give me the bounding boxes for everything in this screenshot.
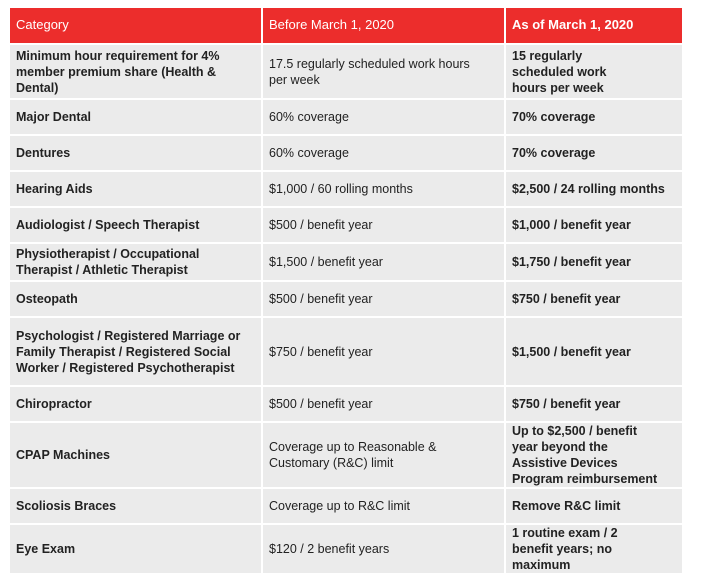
category-cell: Physiotherapist / Occupational Therapist… <box>10 244 263 282</box>
header-category: Category <box>10 8 263 45</box>
after-cell: $1,750 / benefit year <box>506 244 682 282</box>
table-row: Physiotherapist / Occupational Therapist… <box>10 244 682 282</box>
before-cell: $120 / 2 benefit years <box>263 525 506 575</box>
before-cell: $500 / benefit year <box>263 208 506 244</box>
category-cell: Psychologist / Registered Marriage or Fa… <box>10 318 263 387</box>
category-cell: Hearing Aids <box>10 172 263 208</box>
category-cell: Dentures <box>10 136 263 172</box>
after-cell: 70% coverage <box>506 100 682 136</box>
table-row: Audiologist / Speech Therapist $500 / be… <box>10 208 682 244</box>
after-cell: 15 regularly scheduled work hours per we… <box>506 45 682 100</box>
before-cell: $500 / benefit year <box>263 282 506 318</box>
category-cell: CPAP Machines <box>10 423 263 489</box>
table-row: Scoliosis Braces Coverage up to R&C limi… <box>10 489 682 525</box>
category-cell: Chiropractor <box>10 387 263 423</box>
table-header-row: Category Before March 1, 2020 As of Marc… <box>10 8 682 45</box>
after-cell: $750 / benefit year <box>506 387 682 423</box>
after-cell: $1,500 / benefit year <box>506 318 682 387</box>
header-before: Before March 1, 2020 <box>263 8 506 45</box>
after-cell: $750 / benefit year <box>506 282 682 318</box>
after-cell: 1 routine exam / 2 benefit years; no max… <box>506 525 682 575</box>
table-row: Hearing Aids $1,000 / 60 rolling months … <box>10 172 682 208</box>
before-cell: Coverage up to R&C limit <box>263 489 506 525</box>
after-cell: Up to $2,500 / benefit year beyond the A… <box>506 423 682 489</box>
before-cell: $750 / benefit year <box>263 318 506 387</box>
before-cell: 60% coverage <box>263 136 506 172</box>
before-cell: $500 / benefit year <box>263 387 506 423</box>
table-row: Psychologist / Registered Marriage or Fa… <box>10 318 682 387</box>
after-cell: $1,000 / benefit year <box>506 208 682 244</box>
before-cell: $1,500 / benefit year <box>263 244 506 282</box>
before-cell: Coverage up to Reasonable & Customary (R… <box>263 423 506 489</box>
category-cell: Scoliosis Braces <box>10 489 263 525</box>
before-cell: $1,000 / 60 rolling months <box>263 172 506 208</box>
category-cell: Osteopath <box>10 282 263 318</box>
after-cell: Remove R&C limit <box>506 489 682 525</box>
benefits-comparison-table: Category Before March 1, 2020 As of Marc… <box>10 8 682 575</box>
after-cell: $2,500 / 24 rolling months <box>506 172 682 208</box>
table-row: Dentures 60% coverage 70% coverage <box>10 136 682 172</box>
table-row: Osteopath $500 / benefit year $750 / ben… <box>10 282 682 318</box>
category-cell: Major Dental <box>10 100 263 136</box>
before-cell: 17.5 regularly scheduled work hours per … <box>263 45 506 100</box>
table-row: CPAP Machines Coverage up to Reasonable … <box>10 423 682 489</box>
header-after: As of March 1, 2020 <box>506 8 682 45</box>
table-row: Chiropractor $500 / benefit year $750 / … <box>10 387 682 423</box>
before-cell: 60% coverage <box>263 100 506 136</box>
category-cell: Eye Exam <box>10 525 263 575</box>
category-cell: Audiologist / Speech Therapist <box>10 208 263 244</box>
table-row: Eye Exam $120 / 2 benefit years 1 routin… <box>10 525 682 575</box>
table-row: Minimum hour requirement for 4% member p… <box>10 45 682 100</box>
category-cell: Minimum hour requirement for 4% member p… <box>10 45 263 100</box>
table-row: Major Dental 60% coverage 70% coverage <box>10 100 682 136</box>
after-cell: 70% coverage <box>506 136 682 172</box>
